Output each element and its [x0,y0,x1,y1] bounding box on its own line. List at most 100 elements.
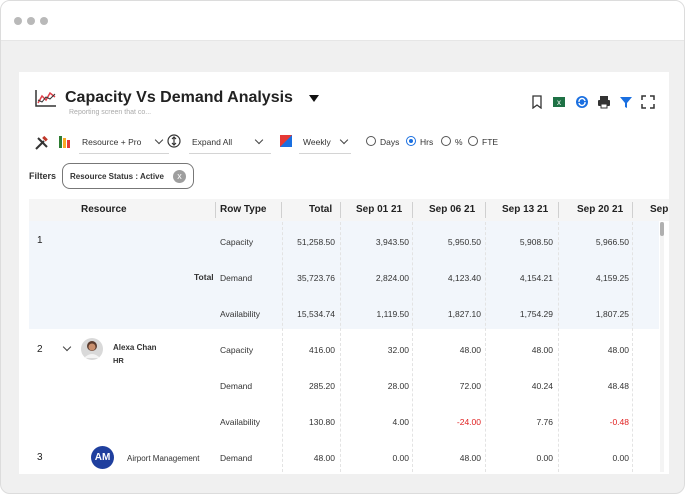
col-row-type[interactable]: Row Type [220,204,267,215]
chevron-down-icon[interactable] [154,135,164,145]
total-cell: 15,534.74 [297,309,335,319]
total-cell: 35,723.76 [297,273,335,283]
expand-select[interactable]: Expand All [192,137,233,147]
total-cell: 51,258.50 [297,237,335,247]
resource-dept: HR [113,356,124,365]
column-guide [282,222,283,472]
radio-hrs-label: Hrs [420,137,434,147]
col-week[interactable]: Sep 06 21 [429,204,476,215]
report-panel: Capacity Vs Demand Analysis Reporting sc… [19,72,669,474]
chevron-down-icon[interactable] [254,135,264,145]
col-week[interactable]: Sep 01 21 [356,204,403,215]
row-type: Capacity [220,237,254,247]
value-cell: 32.00 [387,345,409,355]
col-separator [215,202,216,218]
col-total[interactable]: Total [309,204,333,215]
page-subtitle: Reporting screen that co... [69,109,152,116]
vertical-scrollbar[interactable] [660,222,664,472]
column-guide [558,222,559,472]
value-cell: 48.00 [531,345,553,355]
value-cell: 1,119.50 [376,309,409,319]
radio-percent[interactable] [441,136,451,146]
value-cell: 48.00 [607,345,629,355]
period-select[interactable]: Weekly [303,137,331,147]
value-cell: 4,154.21 [519,273,553,283]
value-cell: 5,908.50 [519,237,553,247]
tools-icon[interactable] [34,135,50,151]
row-number: 1 [37,235,43,246]
value-cell: 48.00 [459,345,481,355]
chevron-down-icon[interactable] [62,342,72,352]
chevron-down-icon[interactable] [339,135,349,145]
bookmark-icon[interactable] [530,95,544,109]
row-type: Availability [220,309,261,319]
columns-icon[interactable] [57,134,73,150]
total-cell: 48.00 [313,453,335,463]
col-separator [632,202,633,218]
svg-text:x: x [557,98,561,107]
total-group-bg [29,221,659,329]
resource-name[interactable]: Alexa Chan [113,343,157,352]
window-dot [27,17,35,25]
expand-icon[interactable] [641,95,655,109]
value-cell: 4,123.40 [447,273,481,283]
col-separator [485,202,486,218]
value-cell-negative: -0.48 [609,417,629,427]
close-icon[interactable]: x [173,170,186,183]
value-cell-negative: -24.00 [456,417,481,427]
radio-hrs[interactable] [406,136,416,146]
select-underline [189,153,271,154]
value-cell: 3,943.50 [375,237,409,247]
col-separator [340,202,341,218]
col-separator [558,202,559,218]
resource-name[interactable]: Airport Management [127,454,200,463]
radio-fte[interactable] [468,136,478,146]
window-dot [40,17,48,25]
expand-collapse-icon[interactable] [167,134,181,148]
scrollbar-thumb[interactable] [660,222,664,236]
value-cell: 72.00 [459,381,481,391]
value-cell: 40.24 [531,381,553,391]
radio-days[interactable] [366,136,376,146]
value-cell: 28.00 [387,381,409,391]
row-type: Demand [220,453,253,463]
filters-label: Filters [29,171,57,181]
col-week[interactable]: Sep 13 21 [502,204,549,215]
value-cell: 1,827.10 [447,309,481,319]
title-dropdown-icon[interactable] [309,95,319,102]
total-cell: 416.00 [309,345,335,355]
value-cell: 2,824.00 [375,273,409,283]
col-separator [281,202,282,218]
col-week[interactable]: Sep [650,204,669,215]
avatar[interactable] [81,338,103,360]
row-number: 2 [37,344,43,355]
col-week[interactable]: Sep 20 21 [577,204,624,215]
col-resource[interactable]: Resource [81,204,127,215]
total-cell: 285.20 [309,381,335,391]
column-guide [340,222,341,472]
total-label: Total [194,272,214,282]
row-type: Capacity [220,345,254,355]
sync-icon[interactable] [575,95,589,109]
value-cell: 5,966.50 [595,237,629,247]
value-cell: 48.00 [459,453,481,463]
page-title: Capacity Vs Demand Analysis [65,89,293,106]
filter-icon[interactable] [619,95,633,109]
excel-icon[interactable]: x [552,95,566,109]
filter-chip[interactable]: Resource Status : Active x [62,163,194,189]
calendar-icon[interactable] [279,134,293,148]
value-cell: 0.00 [612,453,629,463]
table-header: Resource Row Type Total Sep 01 21 Sep 06… [29,199,669,221]
value-cell: 1,807.25 [595,309,629,319]
window-titlebar [1,1,684,41]
radio-percent-label: % [455,137,463,147]
line-chart-icon [35,90,56,107]
value-cell: 7.76 [536,417,553,427]
row-type: Availability [220,417,261,427]
avatar[interactable]: AM [91,446,114,469]
value-cell: 0.00 [392,453,409,463]
group-by-select[interactable]: Resource + Pro [82,137,142,147]
print-icon[interactable] [597,95,611,109]
value-cell: 5,950.50 [447,237,481,247]
